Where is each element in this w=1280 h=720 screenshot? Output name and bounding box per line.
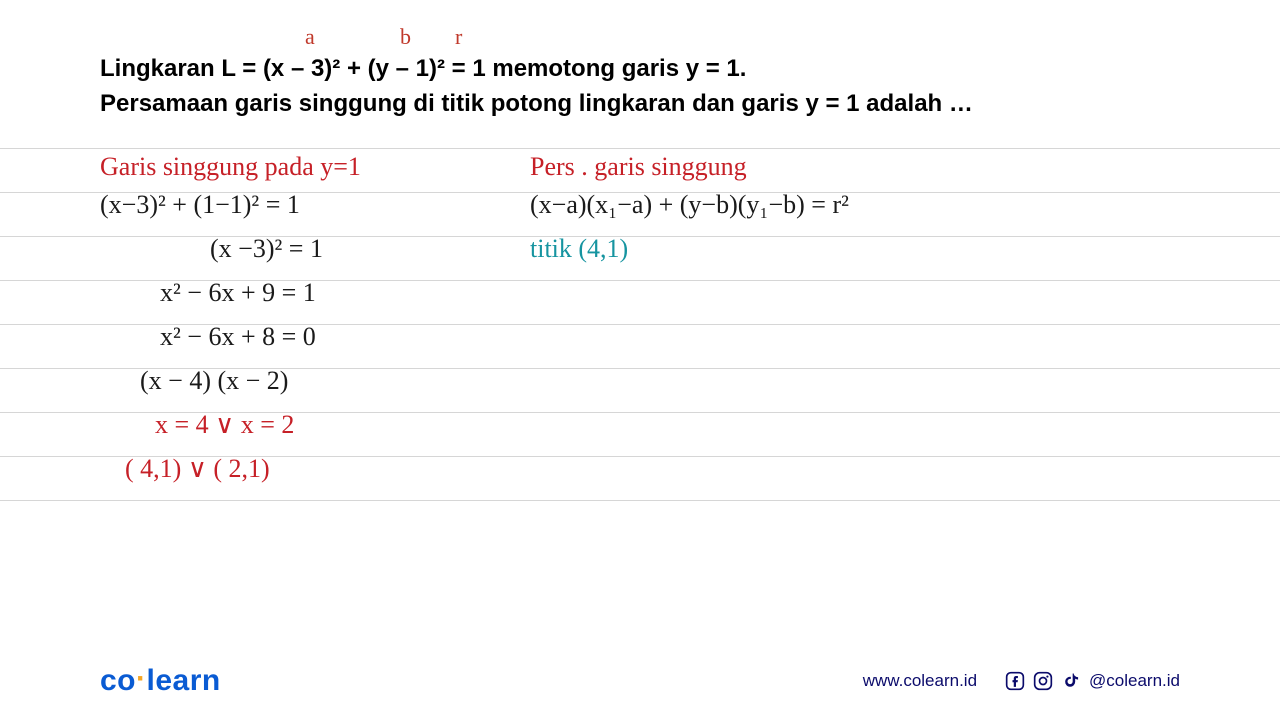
social-handle: @colearn.id xyxy=(1089,671,1180,691)
rule-line xyxy=(0,368,1280,369)
logo-dot-icon: · xyxy=(136,662,147,696)
problem-line-1: Lingkaran L = (x – 3)² + (y – 1)² = 1 me… xyxy=(100,52,1180,87)
rule-line xyxy=(0,324,1280,325)
step-points: ( 4,1) ∨ ( 2,1) xyxy=(125,454,270,484)
logo-co: co xyxy=(100,664,136,697)
parameter-annotations: a b r xyxy=(100,24,1180,52)
step-substitute: (x−3)² + (1−1)² = 1 xyxy=(100,190,300,220)
tangent-formula: (x−a)(x₁−a) + (y−b)(y₁−b) = r² xyxy=(530,190,849,220)
tangent-point: titik (4,1) xyxy=(530,234,628,264)
right-column-title: Pers . garis singgung xyxy=(530,152,747,182)
footer-url: www.colearn.id xyxy=(863,671,977,691)
step-roots: x = 4 ∨ x = 2 xyxy=(155,410,294,440)
instagram-icon xyxy=(1033,671,1053,691)
step-simplify-1: (x −3)² = 1 xyxy=(210,234,323,264)
step-quadratic: x² − 6x + 8 = 0 xyxy=(160,322,316,352)
tiktok-icon xyxy=(1061,671,1081,691)
problem-line-2: Persamaan garis singgung di titik potong… xyxy=(100,87,1180,122)
worked-solution: Garis singgung pada y=1 (x−3)² + (1−1)² … xyxy=(100,148,1180,578)
brand-logo: co·learn xyxy=(100,664,221,698)
rule-line xyxy=(0,148,1280,149)
annotation-a: a xyxy=(305,24,315,50)
problem-statement: Lingkaran L = (x – 3)² + (y – 1)² = 1 me… xyxy=(100,52,1180,122)
logo-learn: learn xyxy=(147,664,221,697)
rule-line xyxy=(0,456,1280,457)
rule-line xyxy=(0,192,1280,193)
footer-right: www.colearn.id @colearn.id xyxy=(863,671,1180,691)
facebook-icon xyxy=(1005,671,1025,691)
left-column-title: Garis singgung pada y=1 xyxy=(100,152,361,182)
rule-line xyxy=(0,280,1280,281)
annotation-r: r xyxy=(455,24,462,50)
step-expand: x² − 6x + 9 = 1 xyxy=(160,278,316,308)
rule-line xyxy=(0,412,1280,413)
step-factor: (x − 4) (x − 2) xyxy=(140,366,288,396)
social-group: @colearn.id xyxy=(1005,671,1180,691)
annotation-b: b xyxy=(400,24,411,50)
rule-line xyxy=(0,500,1280,501)
footer: co·learn www.colearn.id @colearn.id xyxy=(0,664,1280,698)
rule-line xyxy=(0,236,1280,237)
